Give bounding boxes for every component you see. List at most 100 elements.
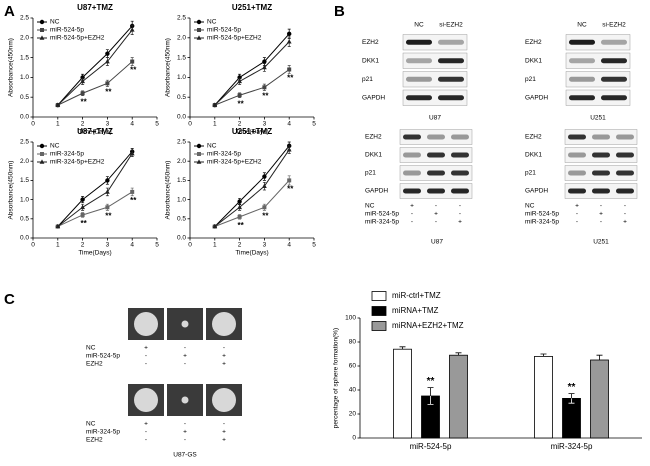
significance: ** — [105, 211, 112, 220]
error-bar-top — [427, 387, 434, 396]
x-tick-label: 4 — [130, 242, 134, 249]
y-tick-label: 0.5 — [177, 216, 186, 223]
y-tick-label: 1.0 — [20, 196, 29, 203]
legend-label: miRNA+TMZ — [392, 306, 439, 315]
error-bar — [596, 354, 603, 360]
y-axis-label: percentage of sphere formation(%) — [333, 328, 340, 428]
legend-marker — [39, 159, 45, 164]
significance: ** — [287, 185, 294, 194]
series-line — [214, 149, 290, 227]
legend-marker — [197, 28, 201, 32]
series-line — [57, 153, 133, 227]
treatment-sign: - — [184, 421, 186, 428]
series-line — [57, 191, 133, 227]
chart-title: U251+TMZ — [232, 127, 272, 136]
y-tick-label: 1.5 — [177, 177, 186, 184]
x-tick-label: 2 — [238, 242, 242, 249]
treatment-label: NC — [365, 203, 375, 210]
data-point — [262, 64, 267, 70]
sphere — [181, 396, 189, 404]
blot-band — [601, 76, 627, 82]
series-line — [214, 41, 290, 106]
blot-caption: U87 — [429, 115, 441, 122]
data-point — [262, 174, 267, 179]
blot-band — [403, 188, 421, 194]
blot-strip — [565, 71, 631, 88]
y-tick-label: 2.0 — [177, 158, 186, 165]
x-tick-label: 4 — [287, 242, 291, 249]
panel-label: A — [4, 3, 15, 20]
treatment-sign: - — [145, 437, 147, 444]
blot-band — [451, 134, 469, 140]
bar — [590, 359, 609, 439]
blot-band — [601, 58, 627, 64]
x-tick-label: miR-324-5p — [551, 442, 593, 451]
x-tick-label: 4 — [130, 121, 134, 128]
legend-marker — [40, 152, 44, 156]
lane-label: si-EZH2 — [602, 22, 626, 29]
legend-label: miR-ctrl+TMZ — [392, 291, 441, 300]
protein-label: GAPDH — [365, 188, 388, 195]
x-tick-label: 1 — [56, 121, 60, 128]
panel-label: C — [4, 291, 15, 308]
data-point — [55, 102, 61, 107]
treatment-sign: - — [624, 211, 626, 218]
series-line — [214, 69, 290, 106]
blot-band — [406, 76, 432, 82]
data-point — [287, 31, 292, 37]
y-tick-label: 1.5 — [177, 54, 186, 61]
x-axis-label: Time(Days) — [78, 129, 111, 136]
blot-strip — [402, 34, 468, 51]
blot-caption: U87 — [431, 239, 443, 246]
y-tick-label: 0.5 — [20, 216, 29, 223]
blot-band — [569, 95, 595, 101]
legend-marker — [39, 143, 45, 149]
y-tick-label: 40 — [349, 387, 357, 394]
significance: ** — [568, 382, 576, 393]
data-point — [286, 147, 292, 152]
legend-label: miR-324-5p+EZH2 — [50, 159, 105, 166]
blot-band — [568, 170, 586, 176]
legend-marker — [196, 35, 202, 40]
legend-label: miR-524-5p — [50, 27, 84, 34]
treatment-sign: - — [184, 361, 186, 368]
x-tick-label: 3 — [263, 121, 267, 128]
data-point — [286, 39, 292, 44]
treatment-sign: + — [458, 219, 462, 226]
x-tick-label: 2 — [81, 242, 85, 249]
lane-label: si-EZH2 — [439, 22, 463, 29]
treatment-sign: + — [222, 437, 226, 444]
chart-title: U87+TMZ — [77, 3, 113, 12]
x-tick-label: 0 — [31, 242, 35, 249]
bar — [562, 397, 581, 439]
data-point — [237, 214, 242, 219]
x-axis-label: Time(Days) — [78, 250, 111, 257]
blot-band — [569, 58, 595, 64]
blot-band — [601, 39, 627, 45]
x-tick-label: 5 — [155, 121, 159, 128]
protein-label: DKK1 — [365, 152, 382, 159]
bar — [393, 348, 412, 439]
y-tick-label: 60 — [349, 363, 357, 370]
y-tick-label: 0.5 — [177, 94, 186, 101]
significance: ** — [237, 221, 244, 230]
blot-band — [451, 152, 469, 158]
legend-marker — [196, 143, 202, 149]
data-point — [80, 197, 85, 202]
y-tick-label: 1.5 — [20, 177, 29, 184]
significance: ** — [427, 376, 435, 387]
y-axis-label: Absorbance(450nm) — [8, 161, 15, 220]
treatment-sign: - — [576, 219, 578, 226]
treatment-sign: - — [145, 429, 147, 436]
treatment-sign: + — [222, 361, 226, 368]
legend-label: NC — [50, 19, 60, 26]
blot-caption: U251 — [590, 115, 606, 122]
data-point — [105, 51, 110, 56]
blot-band — [438, 39, 464, 45]
treatment-label: EZH2 — [86, 361, 103, 368]
significance: ** — [262, 91, 269, 100]
x-tick-label: 5 — [312, 121, 316, 128]
series-line — [57, 151, 133, 227]
treatment-sign: + — [434, 211, 438, 218]
legend-marker — [197, 152, 201, 156]
